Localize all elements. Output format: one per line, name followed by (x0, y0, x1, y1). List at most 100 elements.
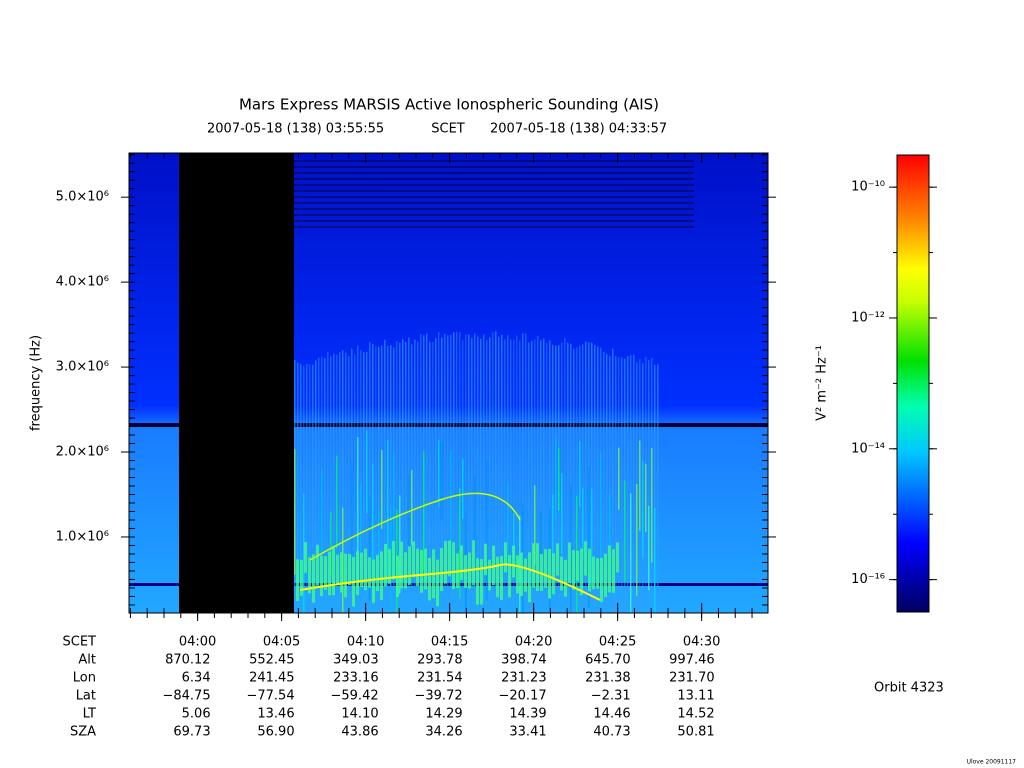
ephemeris-value: 43.86 (341, 725, 378, 740)
texture (633, 354, 635, 613)
colorbar-tick-label: 10⁻¹⁰ (851, 180, 885, 195)
ephemeris-value: −77.54 (246, 689, 294, 704)
texture (294, 220, 694, 222)
texture (560, 556, 563, 591)
texture (657, 364, 659, 613)
texture (540, 553, 543, 591)
texture (556, 543, 559, 576)
texture (304, 542, 307, 573)
ephemeris-value: 14.39 (509, 707, 546, 722)
texture (585, 341, 587, 613)
texture (618, 447, 620, 510)
ephemeris-value: 870.12 (165, 653, 211, 668)
texture (627, 356, 629, 613)
texture (584, 541, 587, 576)
texture (648, 359, 650, 613)
texture (639, 440, 641, 531)
ephemeris-value: 14.52 (677, 707, 714, 722)
texture (486, 460, 488, 601)
texture (360, 552, 363, 587)
texture (444, 333, 446, 613)
texture (429, 341, 431, 613)
texture (308, 557, 311, 594)
texture (448, 540, 451, 577)
texture (432, 341, 434, 613)
y-axis-label: frequency (Hz) (29, 335, 44, 431)
texture (294, 172, 694, 174)
ephemeris-value: 34.26 (425, 725, 462, 740)
texture (480, 559, 483, 605)
ephemeris-value: −84.75 (162, 689, 210, 704)
texture (476, 558, 479, 605)
texture (294, 178, 694, 180)
ephemeris-row-name: SZA (70, 725, 96, 740)
texture (309, 492, 521, 561)
texture (399, 342, 401, 613)
texture (558, 447, 560, 511)
texture (496, 556, 499, 598)
texture (630, 355, 632, 613)
texture (568, 542, 571, 584)
x-tick-label: 04:10 (347, 635, 384, 650)
texture (436, 559, 439, 607)
texture (299, 563, 601, 601)
ephemeris-value: −2.31 (591, 689, 631, 704)
texture (540, 511, 542, 577)
ephemeris-value: 231.23 (501, 671, 547, 686)
ephemeris-value: 5.06 (182, 707, 211, 722)
texture (604, 553, 607, 598)
texture (591, 487, 593, 587)
texture (488, 559, 491, 591)
y-tick-label: 2.0×10⁶ (56, 445, 109, 460)
texture (579, 440, 581, 507)
texture (507, 483, 509, 564)
texture (378, 346, 380, 613)
texture (444, 541, 447, 584)
texture (504, 339, 506, 613)
y-tick-label: 4.0×10⁶ (56, 275, 109, 290)
texture (564, 559, 567, 597)
texture (306, 363, 308, 613)
texture (297, 362, 299, 613)
texture (483, 334, 485, 613)
texture (576, 550, 579, 582)
texture (440, 548, 443, 592)
texture (572, 550, 575, 590)
texture (567, 342, 569, 613)
texture (387, 439, 389, 583)
texture (453, 332, 455, 613)
ephemeris-value: −39.72 (415, 689, 463, 704)
texture (608, 545, 611, 593)
x-tick-label: 04:25 (599, 635, 636, 650)
texture (294, 214, 694, 216)
texture (621, 357, 623, 613)
ephemeris-value: 56.90 (257, 725, 294, 740)
texture (424, 548, 427, 590)
texture (294, 184, 694, 186)
texture (368, 557, 371, 588)
texture (376, 554, 379, 592)
texture (360, 483, 362, 556)
texture (645, 463, 647, 533)
texture (381, 450, 383, 529)
data-gap (179, 153, 294, 613)
texture (513, 340, 515, 613)
texture (372, 559, 375, 603)
texture (294, 208, 694, 210)
colorbar-tick-label: 10⁻¹⁶ (851, 572, 885, 587)
texture (537, 336, 539, 613)
ephemeris-value: 241.45 (249, 671, 295, 686)
texture (336, 455, 338, 549)
texture (366, 430, 368, 514)
texture (594, 344, 596, 613)
texture (603, 351, 605, 613)
ephemeris-value: 552.45 (249, 653, 295, 668)
texture (612, 348, 614, 613)
texture (364, 548, 367, 591)
y-tick-label: 1.0×10⁶ (56, 529, 109, 544)
texture (357, 437, 359, 587)
texture (504, 542, 507, 573)
texture (354, 354, 356, 613)
ephemeris-value: 997.46 (669, 653, 715, 668)
texture (369, 342, 371, 613)
